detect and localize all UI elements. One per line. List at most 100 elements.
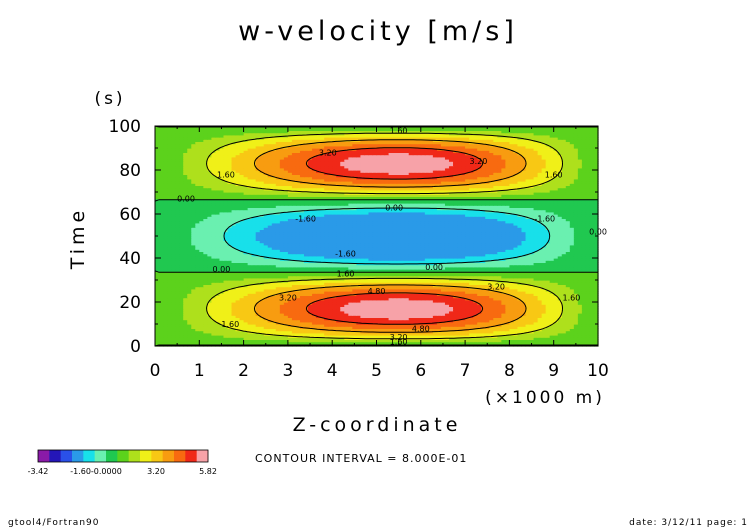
field-cell — [207, 269, 212, 272]
field-cell — [553, 277, 559, 281]
field-cell — [557, 260, 563, 263]
field-cell — [332, 341, 337, 345]
field-cell — [243, 306, 249, 310]
field-cell — [211, 302, 217, 305]
field-cell — [525, 277, 531, 281]
field-cell — [517, 266, 523, 270]
field-cell — [541, 251, 547, 255]
field-cell — [348, 321, 353, 325]
field-cell — [404, 282, 410, 285]
field-cell — [167, 319, 172, 323]
field-cell — [211, 251, 217, 255]
field-cell — [404, 284, 410, 288]
field-cell — [227, 280, 233, 283]
field-cell — [215, 244, 221, 248]
field-cell — [384, 341, 390, 345]
field-cell — [352, 299, 357, 303]
field-cell — [589, 304, 595, 307]
field-cell — [529, 337, 535, 340]
field-cell — [235, 339, 241, 343]
field-cell — [340, 262, 345, 266]
field-cell — [537, 249, 543, 252]
field-cell — [497, 297, 502, 301]
field-cell — [457, 308, 462, 312]
field-cell — [501, 249, 506, 252]
field-cell — [259, 251, 265, 255]
field-cell — [388, 282, 394, 285]
field-cell — [195, 291, 200, 294]
field-cell — [553, 249, 559, 252]
field-cell — [553, 280, 559, 283]
field-cell — [356, 251, 361, 255]
field-cell — [360, 315, 366, 318]
field-cell — [364, 288, 370, 292]
field-cell — [553, 273, 559, 277]
field-cell — [255, 306, 261, 310]
field-cell — [453, 275, 458, 279]
field-cell — [191, 291, 196, 294]
field-cell — [219, 260, 225, 263]
field-cell — [392, 332, 398, 336]
field-cell — [215, 339, 221, 343]
field-cell — [340, 295, 345, 299]
field-cell — [481, 249, 486, 252]
field-cell — [267, 339, 273, 343]
field-cell — [324, 282, 329, 285]
field-cell — [324, 249, 329, 252]
field-cell — [444, 288, 450, 292]
field-cell — [581, 299, 587, 303]
field-cell — [191, 266, 196, 270]
field-cell — [404, 308, 410, 312]
field-cell — [199, 253, 204, 257]
field-cell — [561, 339, 567, 343]
field-cell — [291, 326, 297, 329]
field-cell — [424, 317, 430, 321]
field-cell — [320, 247, 325, 250]
field-cell — [593, 297, 599, 301]
field-cell — [541, 262, 547, 266]
field-cell — [227, 299, 233, 303]
field-cell — [368, 264, 374, 268]
field-cell — [223, 275, 229, 279]
field-cell — [255, 299, 261, 303]
field-cell — [183, 273, 188, 277]
field-cell — [444, 269, 450, 272]
field-cell — [267, 310, 273, 314]
field-cell — [569, 324, 575, 327]
field-cell — [436, 315, 442, 318]
field-cell — [167, 247, 172, 250]
field-cell — [444, 262, 450, 266]
field-cell — [553, 310, 559, 314]
field-cell — [561, 282, 567, 285]
field-cell — [457, 286, 462, 290]
field-cell — [465, 258, 470, 261]
field-cell — [404, 315, 410, 318]
field-cell — [155, 315, 160, 318]
field-cell — [267, 306, 273, 310]
field-cell — [352, 275, 357, 279]
field-cell — [593, 321, 599, 325]
field-cell — [493, 295, 498, 299]
field-cell — [207, 244, 212, 248]
field-cell — [203, 251, 208, 255]
field-cell — [388, 260, 394, 263]
field-cell — [465, 255, 470, 259]
field-cell — [360, 277, 366, 281]
field-cell — [428, 264, 434, 268]
field-cell — [372, 317, 378, 321]
field-cell — [336, 339, 341, 343]
field-cell — [489, 321, 494, 325]
field-cell — [263, 310, 269, 314]
field-cell — [453, 269, 458, 272]
field-cell — [589, 284, 595, 288]
field-cell — [396, 255, 402, 259]
field-cell — [513, 326, 519, 329]
field-cell — [525, 269, 531, 272]
field-cell — [424, 260, 430, 263]
field-cell — [263, 253, 269, 257]
field-cell — [332, 262, 337, 266]
field-cell — [299, 306, 305, 310]
field-cell — [356, 313, 361, 316]
field-cell — [573, 251, 579, 255]
field-cell — [457, 282, 462, 285]
